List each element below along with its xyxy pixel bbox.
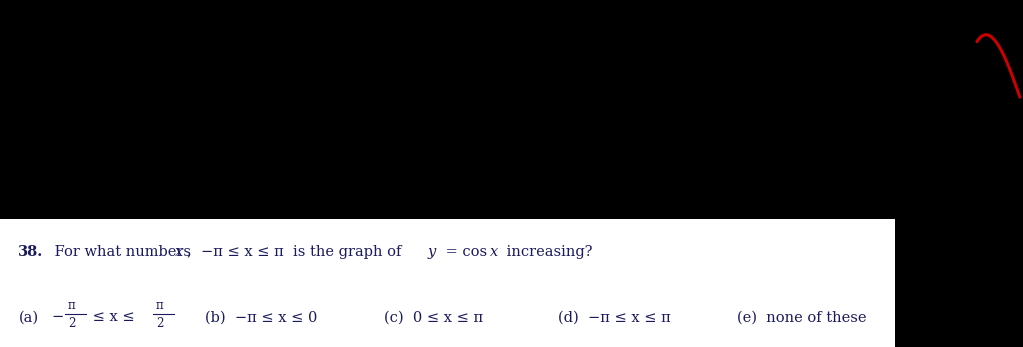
Text: (b)  −π ≤ x ≤ 0: (b) −π ≤ x ≤ 0	[205, 311, 317, 324]
Text: 2: 2	[68, 317, 76, 330]
Text: 38.: 38.	[18, 245, 44, 259]
Text: increasing?: increasing?	[502, 245, 592, 259]
Text: = cos: = cos	[441, 245, 492, 259]
Text: For what numbers: For what numbers	[50, 245, 195, 259]
Text: (c)  0 ≤ x ≤ π: (c) 0 ≤ x ≤ π	[384, 311, 483, 324]
Text: x: x	[175, 245, 183, 259]
Text: ,  −π ≤ x ≤ π  is the graph of: , −π ≤ x ≤ π is the graph of	[187, 245, 406, 259]
Text: π: π	[155, 299, 164, 312]
Text: (e)  none of these: (e) none of these	[737, 311, 866, 324]
Text: x: x	[490, 245, 498, 259]
Bar	[0, 219, 895, 347]
Text: ≤ x ≤: ≤ x ≤	[88, 311, 135, 324]
Text: 2: 2	[155, 317, 164, 330]
Text: y: y	[428, 245, 436, 259]
Text: (d)  −π ≤ x ≤ π: (d) −π ≤ x ≤ π	[558, 311, 670, 324]
Text: π: π	[68, 299, 76, 312]
Text: −: −	[51, 311, 63, 324]
Text: (a): (a)	[18, 311, 39, 324]
